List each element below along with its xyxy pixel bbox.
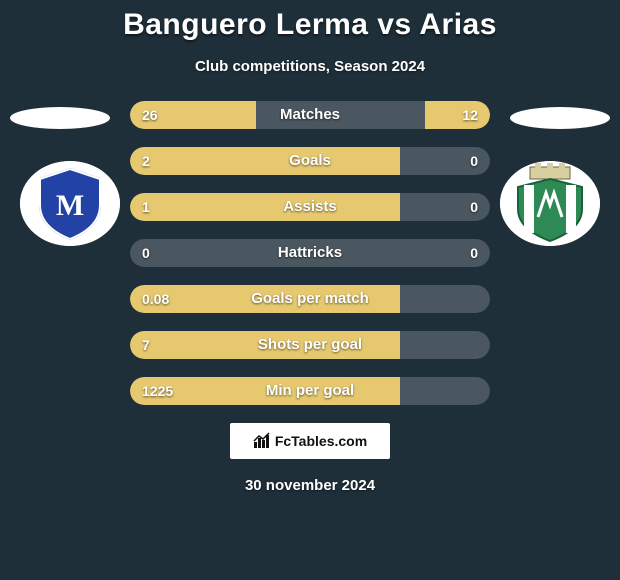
stat-row: Min per goal1225 — [130, 377, 490, 405]
player-oval-right — [510, 107, 610, 129]
brand-badge: FcTables.com — [230, 423, 390, 459]
stat-row: Shots per goal7 — [130, 331, 490, 359]
stat-value-right: 0 — [470, 147, 478, 175]
subtitle: Club competitions, Season 2024 — [0, 58, 620, 75]
player-oval-left — [10, 107, 110, 129]
stat-row: Matches26 12 — [130, 101, 490, 129]
svg-text:M: M — [56, 189, 84, 222]
stat-label: Goals — [130, 147, 490, 175]
page-title: Banguero Lerma vs Arias — [0, 0, 620, 42]
stat-label: Matches — [130, 101, 490, 129]
comparison-card: Banguero Lerma vs Arias Club competition… — [0, 0, 620, 580]
stat-row: Goals2 0 — [130, 147, 490, 175]
stat-value-right: 0 — [470, 193, 478, 221]
stat-value-right: 12 — [462, 101, 478, 129]
stat-label: Shots per goal — [130, 331, 490, 359]
stat-value-left: 0 — [142, 239, 150, 267]
chart-icon — [253, 432, 271, 450]
stat-value-right: 0 — [470, 239, 478, 267]
footer-date: 30 november 2024 — [0, 477, 620, 494]
stat-row: Hattricks0 0 — [130, 239, 490, 267]
team-badge-left: M — [20, 161, 120, 246]
stat-value-left: 7 — [142, 331, 150, 359]
stat-value-left: 1 — [142, 193, 150, 221]
stat-bars: Matches2612Goals20Assists10Hattricks00Go… — [130, 101, 490, 405]
stat-value-left: 2 — [142, 147, 150, 175]
stat-value-left: 0.08 — [142, 285, 169, 313]
stat-label: Min per goal — [130, 377, 490, 405]
stat-value-left: 1225 — [142, 377, 173, 405]
brand-text: FcTables.com — [275, 433, 367, 449]
stat-label: Assists — [130, 193, 490, 221]
stat-row: Goals per match0.08 — [130, 285, 490, 313]
body-area: M Matches2612Goals20Assists10Hattricks00… — [0, 101, 620, 405]
stat-value-left: 26 — [142, 101, 158, 129]
stat-label: Goals per match — [130, 285, 490, 313]
team-badge-right — [500, 161, 600, 246]
stat-label: Hattricks — [130, 239, 490, 267]
stat-row: Assists1 0 — [130, 193, 490, 221]
